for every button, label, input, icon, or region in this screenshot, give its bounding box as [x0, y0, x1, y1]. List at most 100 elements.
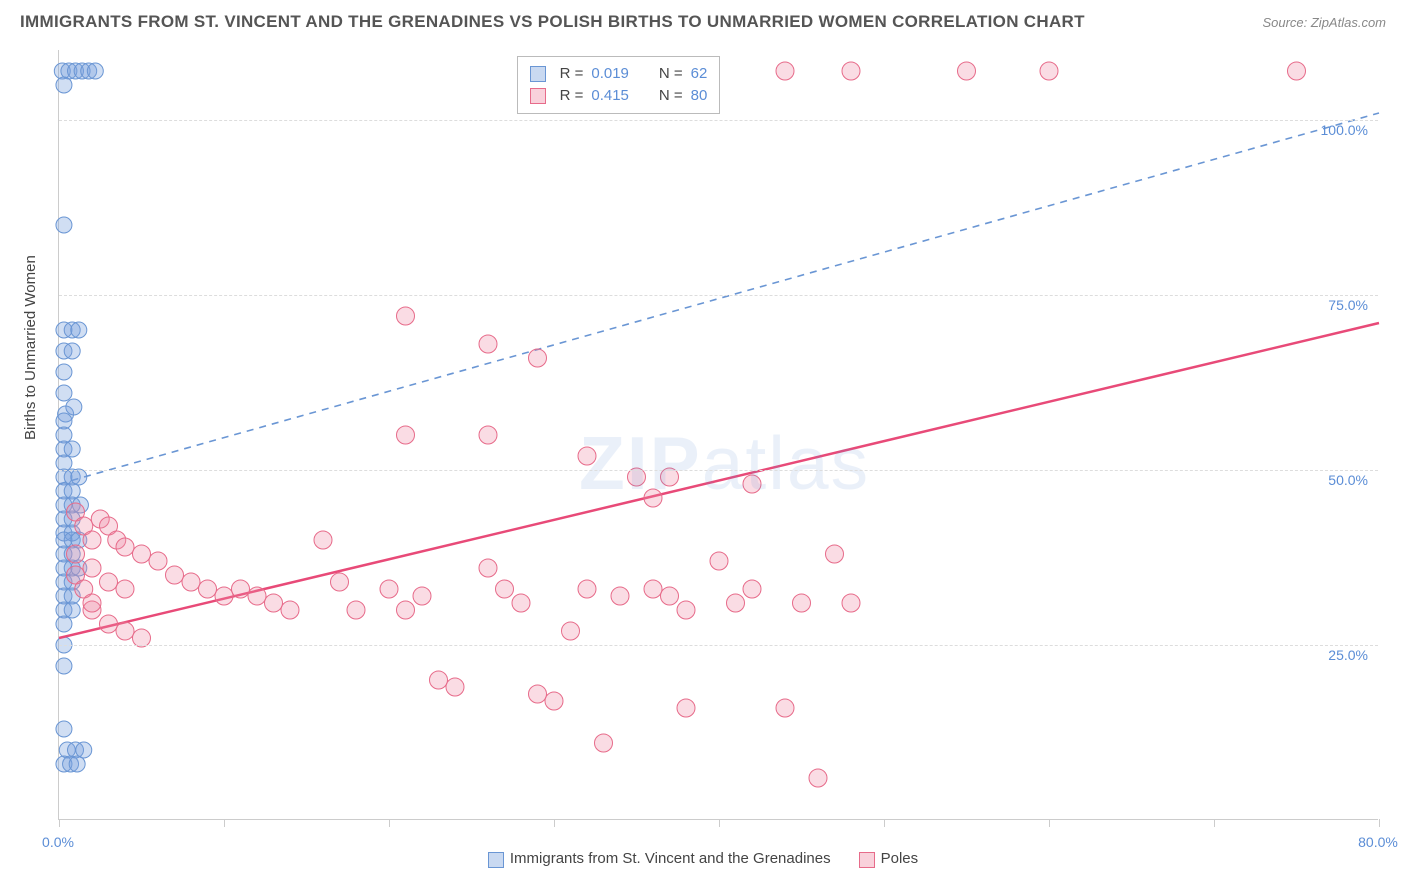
- data-point: [644, 489, 662, 507]
- data-point: [347, 601, 365, 619]
- n-label: N =: [659, 85, 683, 107]
- x-tick: [884, 819, 885, 827]
- data-point: [413, 587, 431, 605]
- data-point: [281, 601, 299, 619]
- y-tick-label: 75.0%: [1328, 297, 1368, 313]
- data-point: [83, 594, 101, 612]
- data-point: [743, 580, 761, 598]
- data-point: [66, 399, 82, 415]
- legend-swatch: [488, 852, 504, 868]
- gridline: [59, 470, 1378, 471]
- y-tick-label: 50.0%: [1328, 472, 1368, 488]
- data-point: [56, 77, 72, 93]
- r-value: 0.415: [591, 85, 629, 107]
- data-point: [83, 559, 101, 577]
- data-point: [331, 573, 349, 591]
- y-axis-label: Births to Unmarried Women: [22, 255, 39, 440]
- data-point: [562, 622, 580, 640]
- n-label: N =: [659, 63, 683, 85]
- data-point: [56, 385, 72, 401]
- data-point: [56, 721, 72, 737]
- legend-swatch: [530, 66, 546, 82]
- data-point: [529, 685, 547, 703]
- data-point: [314, 531, 332, 549]
- r-label: R =: [560, 85, 584, 107]
- data-point: [512, 594, 530, 612]
- data-point: [727, 594, 745, 612]
- data-point: [677, 699, 695, 717]
- data-point: [809, 769, 827, 787]
- data-point: [397, 307, 415, 325]
- trend-line: [59, 113, 1379, 484]
- legend-item: Immigrants from St. Vincent and the Gren…: [488, 850, 831, 867]
- data-point: [446, 678, 464, 696]
- data-point: [397, 426, 415, 444]
- data-point: [710, 552, 728, 570]
- data-point: [958, 62, 976, 80]
- data-point: [826, 545, 844, 563]
- data-point: [116, 622, 134, 640]
- data-point: [83, 531, 101, 549]
- data-point: [430, 671, 448, 689]
- data-point: [64, 602, 80, 618]
- data-point: [529, 349, 547, 367]
- data-point: [56, 658, 72, 674]
- data-point: [133, 545, 151, 563]
- chart-title: IMMIGRANTS FROM ST. VINCENT AND THE GREN…: [20, 12, 1085, 32]
- chart-plot-area: ZIPatlas R =0.019N =62R =0.415N =80 25.0…: [58, 50, 1378, 820]
- data-point: [397, 601, 415, 619]
- data-point: [578, 580, 596, 598]
- x-tick-label: 80.0%: [1358, 834, 1398, 850]
- x-tick: [389, 819, 390, 827]
- data-point: [776, 62, 794, 80]
- data-point: [1040, 62, 1058, 80]
- stats-legend-row: R =0.415N =80: [530, 85, 708, 107]
- data-point: [56, 616, 72, 632]
- data-point: [56, 364, 72, 380]
- data-point: [64, 343, 80, 359]
- x-tick: [554, 819, 555, 827]
- data-point: [677, 601, 695, 619]
- y-tick-label: 25.0%: [1328, 647, 1368, 663]
- data-point: [149, 552, 167, 570]
- source-attribution: Source: ZipAtlas.com: [1262, 15, 1386, 30]
- data-point: [1288, 62, 1306, 80]
- stats-legend-row: R = 0.019 N = 62: [530, 63, 708, 85]
- data-point: [595, 734, 613, 752]
- data-point: [842, 594, 860, 612]
- data-point: [265, 594, 283, 612]
- legend-item: Poles: [859, 850, 919, 867]
- data-point: [64, 441, 80, 457]
- data-point: [743, 475, 761, 493]
- data-point: [87, 63, 103, 79]
- data-point: [842, 62, 860, 80]
- n-value: 62: [691, 63, 708, 85]
- data-point: [199, 580, 217, 598]
- scatter-plot-svg: [59, 50, 1378, 819]
- data-point: [232, 580, 250, 598]
- data-point: [56, 217, 72, 233]
- legend-label: Immigrants from St. Vincent and the Gren…: [510, 850, 831, 867]
- x-tick-label: 0.0%: [42, 834, 74, 850]
- data-point: [545, 692, 563, 710]
- data-point: [71, 322, 87, 338]
- gridline: [59, 120, 1378, 121]
- r-label: R =: [560, 63, 584, 85]
- data-point: [116, 580, 134, 598]
- gridline: [59, 645, 1378, 646]
- data-point: [661, 587, 679, 605]
- data-point: [578, 447, 596, 465]
- data-point: [380, 580, 398, 598]
- data-point: [776, 699, 794, 717]
- data-point: [479, 559, 497, 577]
- gridline: [59, 295, 1378, 296]
- stats-legend-box: R =0.019N =62R =0.415N =80: [517, 56, 721, 114]
- data-point: [100, 573, 118, 591]
- data-point: [496, 580, 514, 598]
- data-point: [67, 545, 85, 563]
- data-point: [479, 335, 497, 353]
- x-tick: [1379, 819, 1380, 827]
- data-point: [182, 573, 200, 591]
- legend-swatch: [530, 88, 546, 104]
- r-value: 0.019: [591, 63, 629, 85]
